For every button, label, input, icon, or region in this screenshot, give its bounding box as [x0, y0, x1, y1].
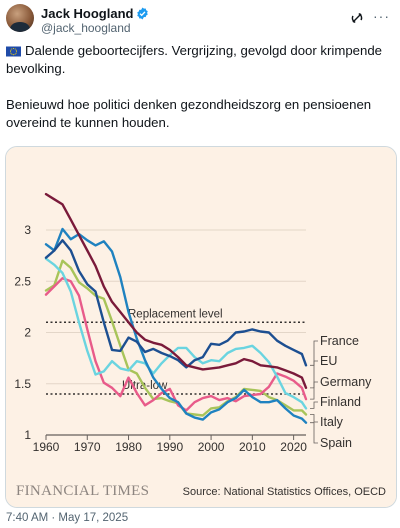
eu-flag-icon [6, 46, 21, 57]
x-tick-label: 2010 [239, 440, 266, 454]
more-options-icon[interactable]: ··· [373, 8, 390, 24]
y-tick-label: 2 [24, 326, 31, 340]
series-line-germany [44, 277, 308, 412]
x-tick-label: 2000 [198, 440, 225, 454]
reference-line-label: Replacement level [128, 308, 223, 320]
series-label-germany: Germany [320, 375, 372, 389]
y-tick-label: 1 [24, 428, 31, 442]
x-tick-label: 2020 [280, 440, 307, 454]
series-leader-line [310, 340, 318, 366]
chart-source: Source: National Statistics Offices, OEC… [183, 486, 386, 498]
series-line-eu [44, 192, 308, 389]
grok-icon[interactable] [350, 11, 364, 25]
series-label-spain: Spain [320, 436, 352, 450]
post-timestamp[interactable]: 7:40 AM · May 17, 2025 [6, 512, 129, 524]
avatar[interactable] [6, 4, 34, 32]
x-tick-label: 1960 [33, 440, 60, 454]
name-row: Jack Hoogland [41, 5, 149, 21]
ft-logo: FINANCIAL TIMES [16, 483, 149, 499]
series-line-france [44, 239, 308, 369]
series-label-france: France [320, 334, 359, 348]
x-tick-label: 1980 [115, 440, 142, 454]
x-tick-label: 1990 [156, 440, 183, 454]
y-tick-label: 2.5 [14, 274, 31, 288]
tweet-header: Jack Hoogland @jack_hoogland ··· [6, 4, 394, 38]
tweet-paragraph-2: Benieuwd hoe politici denken gezondheids… [6, 97, 372, 130]
tweet-media[interactable]: 1 1.5 2 2.5 3 1960 1970 1980 1990 2000 2010 2020 Rep… [5, 146, 397, 508]
series-line-finland [44, 257, 308, 410]
verified-badge-icon [137, 7, 149, 19]
series-leader-line [310, 401, 318, 409]
series-leader-line [310, 414, 318, 423]
tweet-text: Dalende geboortecijfers. Vergrijzing, ge… [6, 42, 392, 132]
chart-background [6, 147, 396, 507]
series-leader-line [310, 381, 318, 400]
tweet-paragraph-1-text: Dalende geboortecijfers. Vergrijzing, ge… [6, 43, 383, 76]
fertility-line-chart: 1 1.5 2 2.5 3 1960 1970 1980 1990 2000 2010 2020 Rep… [6, 147, 396, 507]
series-label-finland: Finland [320, 395, 361, 409]
series-leader-line [310, 422, 318, 444]
y-tick-label: 1.5 [14, 377, 31, 391]
y-tick-label: 3 [24, 223, 31, 237]
tweet-paragraph-1: Dalende geboortecijfers. Vergrijzing, ge… [6, 42, 392, 78]
series-line-spain [44, 227, 308, 424]
series-leader-line [310, 360, 318, 389]
series-label-italy: Italy [320, 415, 344, 429]
user-handle[interactable]: @jack_hoogland [41, 21, 131, 35]
display-name[interactable]: Jack Hoogland [41, 5, 134, 21]
x-tick-label: 1970 [74, 440, 101, 454]
series-label-eu: EU [320, 354, 337, 368]
